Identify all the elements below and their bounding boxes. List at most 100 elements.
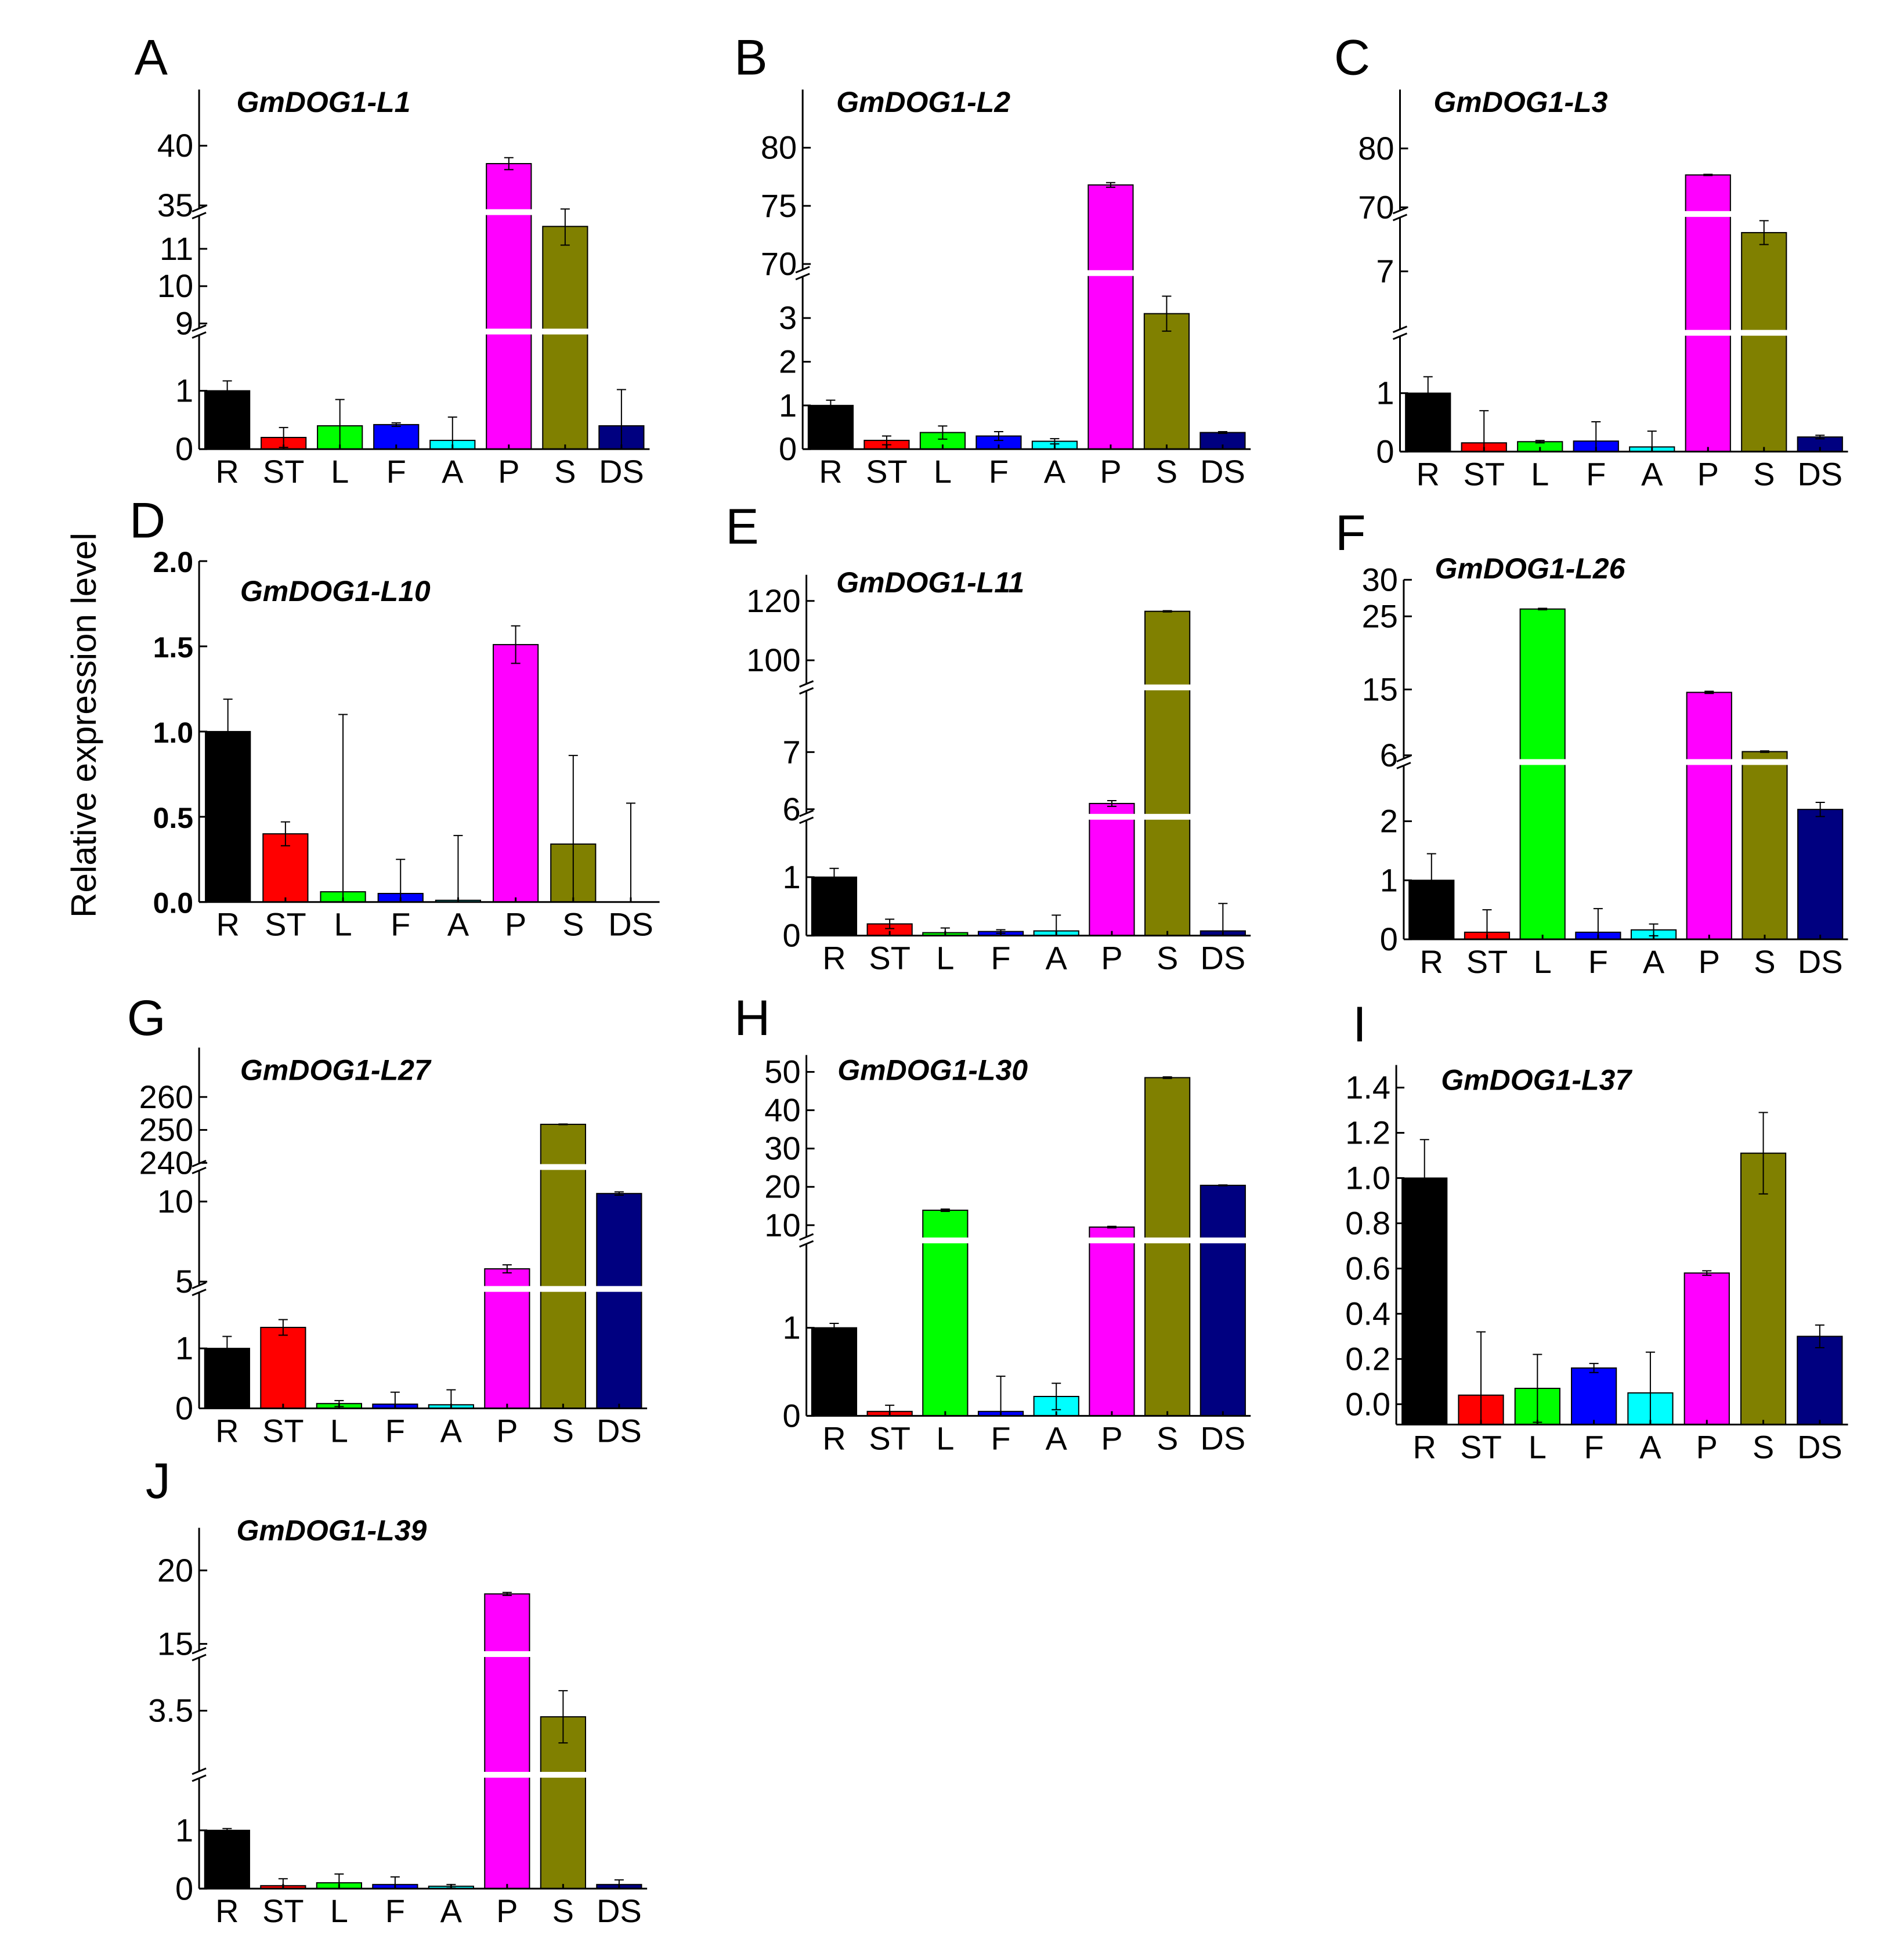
bar-break-gap <box>1144 1238 1191 1244</box>
bar-break-gap <box>1144 684 1191 690</box>
bar-break-gap <box>1684 330 1732 336</box>
x-tick-label: S <box>1157 940 1178 976</box>
x-tick-label: DS <box>608 906 653 943</box>
x-tick-label: F <box>1586 455 1606 492</box>
x-tick-label: ST <box>262 1893 304 1929</box>
bar-DS <box>1797 809 1844 940</box>
y-tick-label: 0 <box>1376 433 1394 469</box>
y-tick-label: 2 <box>1380 803 1398 840</box>
axis-break-mark <box>799 687 814 695</box>
y-tick-label: 3 <box>779 299 797 336</box>
x-tick-label: P <box>505 906 526 943</box>
bar-DS <box>1797 1336 1843 1425</box>
axis-break-gap <box>804 683 809 691</box>
bar-break-gap <box>1199 1238 1247 1244</box>
bar-break-gap <box>539 1286 587 1292</box>
x-tick-label: ST <box>1460 1428 1502 1465</box>
bar-break-gap <box>539 1164 587 1170</box>
axis-break-mark <box>799 1240 814 1248</box>
x-tick-label: ST <box>869 940 911 976</box>
panel-title: GmDOG1-L11 <box>836 566 1024 599</box>
y-tick-label: 10 <box>157 267 193 304</box>
y-tick-label: 1 <box>779 387 797 424</box>
y-tick-label: 50 <box>764 1054 800 1090</box>
axis-break-mark <box>799 1233 814 1241</box>
panel-letter: A <box>135 30 168 86</box>
y-tick-label: 6 <box>782 791 800 827</box>
x-tick-label: P <box>496 1893 518 1929</box>
axis-break-gap <box>804 813 809 820</box>
axis-break-mark <box>1392 214 1408 222</box>
x-tick-label: P <box>498 453 519 490</box>
x-tick-label: R <box>1420 943 1443 980</box>
axis-break-mark <box>1392 332 1408 341</box>
bar-break-gap <box>483 1772 531 1778</box>
y-tick-label: 240 <box>139 1144 193 1181</box>
y-tick-label: 1 <box>1376 375 1394 411</box>
x-tick-label: ST <box>1463 455 1505 492</box>
x-tick-label: P <box>1697 455 1719 492</box>
x-tick-label: A <box>1046 1420 1068 1456</box>
x-tick-label: L <box>1531 455 1549 492</box>
bar-break-gap <box>1087 270 1135 276</box>
y-tick-label: 15 <box>1362 671 1398 707</box>
bar-break-gap <box>1519 759 1566 765</box>
x-tick-label: DS <box>1797 1428 1842 1465</box>
x-tick-label: S <box>1157 1420 1178 1456</box>
y-tick-label: 7 <box>782 733 800 770</box>
x-tick-label: S <box>552 1893 574 1929</box>
bar-DS <box>1200 1185 1246 1417</box>
y-tick-label: 3.5 <box>148 1692 193 1729</box>
y-tick-label: 1.4 <box>1345 1069 1390 1106</box>
bar-break-gap <box>485 328 533 335</box>
y-tick-label: 1 <box>175 372 193 409</box>
y-tick-label: 40 <box>764 1092 800 1128</box>
y-tick-label: 80 <box>1358 130 1394 167</box>
x-tick-label: P <box>1101 1420 1122 1456</box>
axis-break-gap <box>197 1651 202 1658</box>
bar-S <box>1143 313 1190 450</box>
panel-title: GmDOG1-L30 <box>837 1054 1028 1086</box>
bar-break-gap <box>483 1651 531 1658</box>
axis-break-gap <box>1397 210 1403 218</box>
panel-I: I GmDOG1-L37 R ST L F A P S DS 0.0 0.2 0.4 0.6 0.8 1.0 1… <box>1345 997 1848 1465</box>
x-tick-label: R <box>819 453 842 490</box>
bar-F <box>1571 1367 1617 1425</box>
x-tick-label: R <box>215 1893 239 1929</box>
y-tick-label: 1 <box>175 1812 193 1848</box>
y-tick-label: 0.2 <box>1345 1340 1390 1377</box>
axis-break-mark <box>192 331 207 339</box>
axis-break-gap <box>197 1285 202 1293</box>
axis-break-mark <box>795 273 810 281</box>
x-tick-label: A <box>1044 453 1066 490</box>
axis-break-mark <box>1392 207 1408 215</box>
bar-break-gap <box>539 1772 587 1778</box>
panel-letter: G <box>127 990 166 1046</box>
y-tick-label: 35 <box>157 187 193 223</box>
y-tick-label: 1 <box>782 859 800 895</box>
y-tick-label: 7 <box>1376 253 1394 290</box>
y-tick-label: 0.8 <box>1345 1204 1390 1241</box>
y-tick-label: 0 <box>782 1397 800 1434</box>
y-tick-label: 2 <box>779 343 797 379</box>
x-tick-label: F <box>991 940 1010 976</box>
x-tick-label: ST <box>866 453 908 490</box>
x-tick-label: A <box>442 453 464 490</box>
x-tick-label: ST <box>262 1412 304 1449</box>
x-tick-label: R <box>822 940 846 976</box>
y-tick-label: 25 <box>1362 598 1398 634</box>
x-tick-label: P <box>1100 453 1121 490</box>
axis-break-mark <box>799 816 814 824</box>
panel-letter: D <box>129 493 165 548</box>
bar-DS <box>596 1193 642 1409</box>
y-tick-label: 40 <box>157 127 193 164</box>
axis-break-gap <box>800 269 805 277</box>
x-tick-label: R <box>216 906 239 943</box>
panel-title: GmDOG1-L3 <box>1433 86 1607 118</box>
y-tick-label: 20 <box>764 1168 800 1205</box>
x-tick-label: ST <box>869 1420 911 1456</box>
x-tick-label: P <box>1101 940 1122 976</box>
bar-break-gap <box>1741 759 1789 765</box>
